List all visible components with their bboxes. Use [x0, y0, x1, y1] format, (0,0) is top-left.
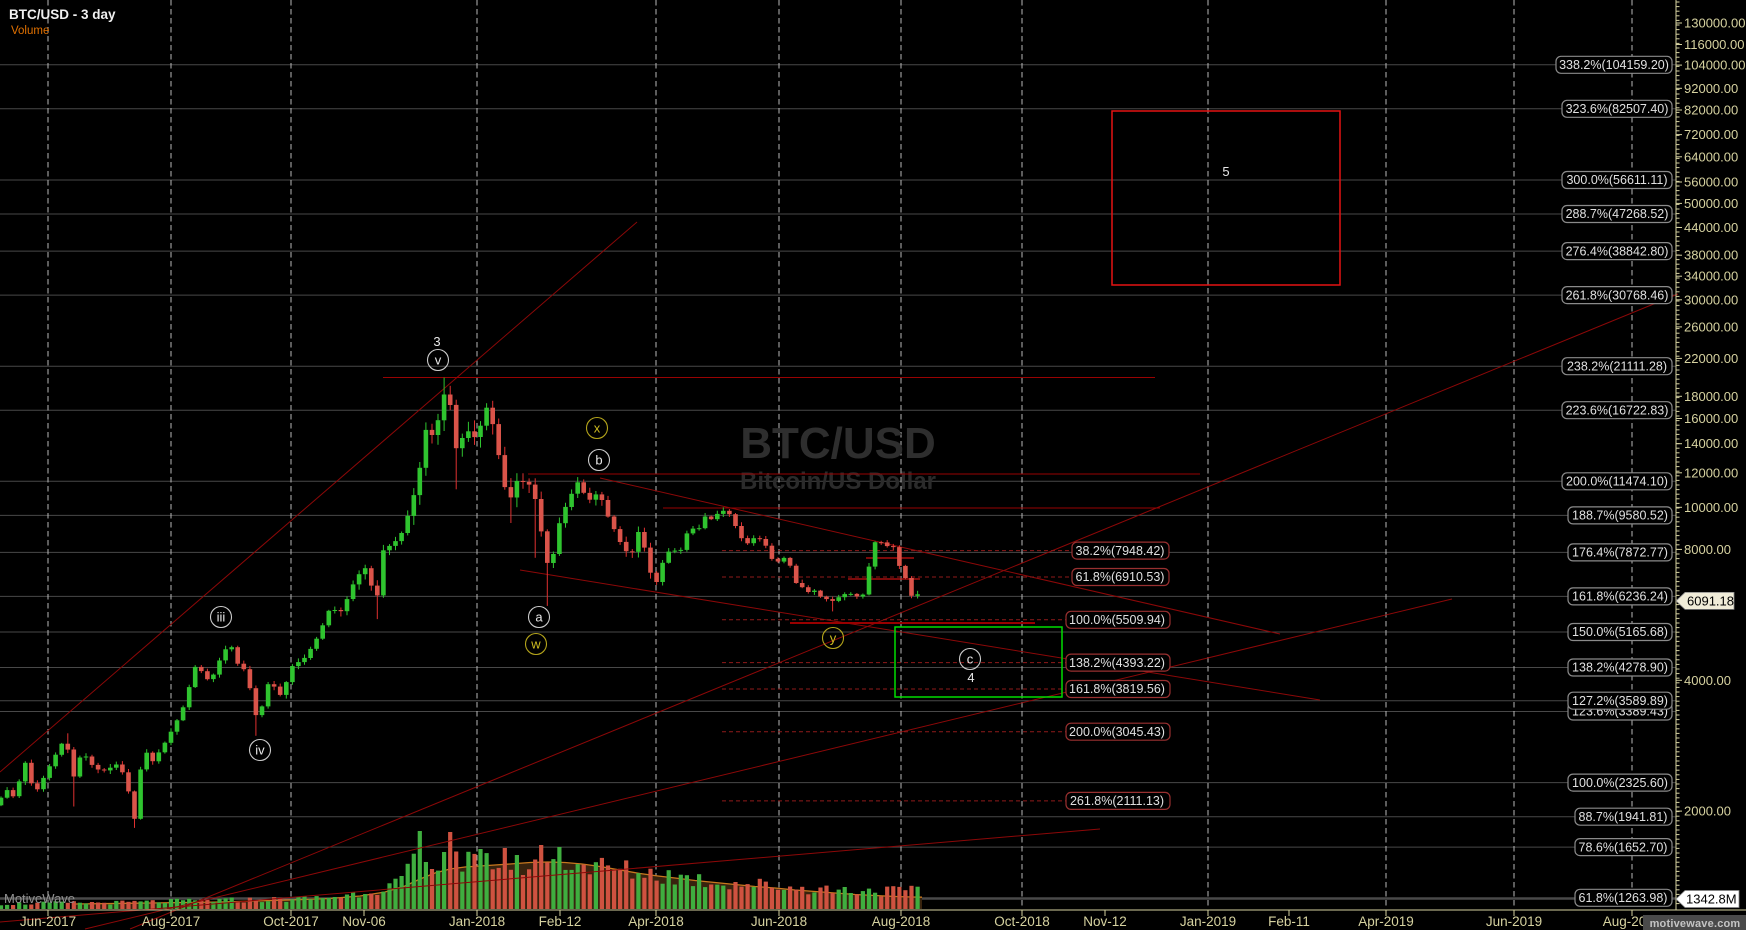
svg-text:88.7%(1941.81): 88.7%(1941.81)	[1579, 810, 1668, 824]
svg-text:iv: iv	[255, 743, 265, 758]
svg-text:22000.00: 22000.00	[1684, 351, 1738, 366]
svg-text:Jun-2018: Jun-2018	[751, 914, 807, 929]
svg-text:Nov-12: Nov-12	[1083, 914, 1127, 929]
svg-text:130000.00: 130000.00	[1684, 16, 1745, 31]
svg-text:10000.00: 10000.00	[1684, 500, 1738, 515]
svg-text:Jan-2019: Jan-2019	[1180, 914, 1236, 929]
svg-text:238.2%(21111.28): 238.2%(21111.28)	[1567, 359, 1667, 373]
svg-text:BTC/USD: BTC/USD	[740, 419, 936, 468]
svg-text:Volume: Volume	[11, 25, 49, 37]
svg-text:50000.00: 50000.00	[1684, 196, 1738, 211]
svg-text:82000.00: 82000.00	[1684, 103, 1738, 118]
svg-text:8000.00: 8000.00	[1684, 542, 1731, 557]
svg-text:6091.18: 6091.18	[1687, 594, 1734, 609]
svg-text:150.0%(5165.68): 150.0%(5165.68)	[1572, 625, 1668, 639]
svg-text:188.7%(9580.52): 188.7%(9580.52)	[1572, 509, 1668, 523]
svg-text:72000.00: 72000.00	[1684, 127, 1738, 142]
svg-text:4000.00: 4000.00	[1684, 673, 1731, 688]
svg-text:Oct-2017: Oct-2017	[263, 914, 319, 929]
svg-text:26000.00: 26000.00	[1684, 319, 1738, 334]
svg-text:223.6%(16722.83): 223.6%(16722.83)	[1566, 403, 1669, 417]
svg-text:Aug-2018: Aug-2018	[872, 914, 931, 929]
svg-text:300.0%(56611.11): 300.0%(56611.11)	[1566, 173, 1667, 187]
svg-text:61.8%(1263.98): 61.8%(1263.98)	[1579, 891, 1668, 905]
svg-text:Jun-2017: Jun-2017	[20, 914, 76, 929]
svg-text:MotiveWave: MotiveWave	[4, 891, 75, 906]
svg-text:motivewave.com: motivewave.com	[1650, 918, 1741, 930]
svg-text:104000.00: 104000.00	[1684, 58, 1745, 73]
svg-text:a: a	[535, 610, 543, 625]
svg-text:338.2%(104159.20): 338.2%(104159.20)	[1559, 58, 1669, 72]
svg-text:x: x	[594, 421, 601, 436]
svg-text:18000.00: 18000.00	[1684, 389, 1738, 404]
svg-text:44000.00: 44000.00	[1684, 220, 1738, 235]
svg-text:1342.8M: 1342.8M	[1686, 892, 1737, 907]
svg-text:64000.00: 64000.00	[1684, 149, 1738, 164]
svg-text:176.4%(7872.77): 176.4%(7872.77)	[1572, 546, 1668, 560]
svg-text:BTC/USD - 3 day: BTC/USD - 3 day	[9, 7, 116, 22]
svg-text:161.8%(3819.56): 161.8%(3819.56)	[1069, 682, 1165, 696]
svg-text:c: c	[967, 652, 974, 667]
svg-text:138.2%(4278.90): 138.2%(4278.90)	[1572, 661, 1668, 675]
svg-text:161.8%(6236.24): 161.8%(6236.24)	[1572, 590, 1668, 604]
svg-text:261.8%(30768.46): 261.8%(30768.46)	[1566, 288, 1669, 302]
svg-text:38.2%(7948.42): 38.2%(7948.42)	[1076, 544, 1165, 558]
svg-text:138.2%(4393.22): 138.2%(4393.22)	[1069, 656, 1165, 670]
svg-text:61.8%(6910.53): 61.8%(6910.53)	[1076, 570, 1165, 584]
svg-text:323.6%(82507.40): 323.6%(82507.40)	[1566, 102, 1669, 116]
svg-text:Nov-06: Nov-06	[342, 914, 386, 929]
svg-text:261.8%(2111.13): 261.8%(2111.13)	[1070, 794, 1164, 808]
svg-text:14000.00: 14000.00	[1684, 436, 1738, 451]
svg-text:16000.00: 16000.00	[1684, 411, 1738, 426]
svg-text:12000.00: 12000.00	[1684, 465, 1738, 480]
svg-text:Apr-2019: Apr-2019	[1358, 914, 1414, 929]
svg-text:34000.00: 34000.00	[1684, 269, 1738, 284]
svg-text:Aug-2017: Aug-2017	[142, 914, 201, 929]
svg-text:Apr-2018: Apr-2018	[628, 914, 684, 929]
svg-text:Oct-2018: Oct-2018	[994, 914, 1050, 929]
svg-text:100.0%(5509.94): 100.0%(5509.94)	[1069, 613, 1165, 627]
svg-text:Feb-12: Feb-12	[539, 914, 582, 929]
svg-text:Feb-11: Feb-11	[1268, 914, 1310, 929]
svg-text:38000.00: 38000.00	[1684, 248, 1738, 263]
svg-text:3: 3	[433, 334, 440, 349]
svg-text:92000.00: 92000.00	[1684, 81, 1738, 96]
svg-text:y: y	[830, 631, 837, 646]
svg-text:56000.00: 56000.00	[1684, 175, 1738, 190]
svg-text:5: 5	[1222, 164, 1229, 179]
svg-text:2000.00: 2000.00	[1684, 804, 1731, 819]
svg-text:w: w	[530, 637, 541, 652]
svg-text:Bitcoin/US Dollar: Bitcoin/US Dollar	[740, 468, 936, 495]
svg-text:Jan-2018: Jan-2018	[449, 914, 505, 929]
svg-text:4: 4	[967, 670, 974, 685]
svg-text:200.0%(11474.10): 200.0%(11474.10)	[1566, 475, 1668, 489]
svg-text:b: b	[595, 453, 602, 468]
svg-text:288.7%(47268.52): 288.7%(47268.52)	[1566, 207, 1669, 221]
svg-text:100.0%(2325.60): 100.0%(2325.60)	[1572, 776, 1668, 790]
svg-text:116000.00: 116000.00	[1684, 37, 1745, 52]
svg-text:30000.00: 30000.00	[1684, 292, 1738, 307]
svg-text:iii: iii	[217, 610, 226, 625]
svg-text:276.4%(38842.80): 276.4%(38842.80)	[1566, 244, 1669, 258]
svg-text:Jun-2019: Jun-2019	[1486, 914, 1542, 929]
svg-text:200.0%(3045.43): 200.0%(3045.43)	[1069, 725, 1165, 739]
svg-text:v: v	[435, 353, 442, 368]
svg-text:78.6%(1652.70): 78.6%(1652.70)	[1579, 840, 1668, 854]
svg-text:127.2%(3589.89): 127.2%(3589.89)	[1572, 694, 1668, 708]
